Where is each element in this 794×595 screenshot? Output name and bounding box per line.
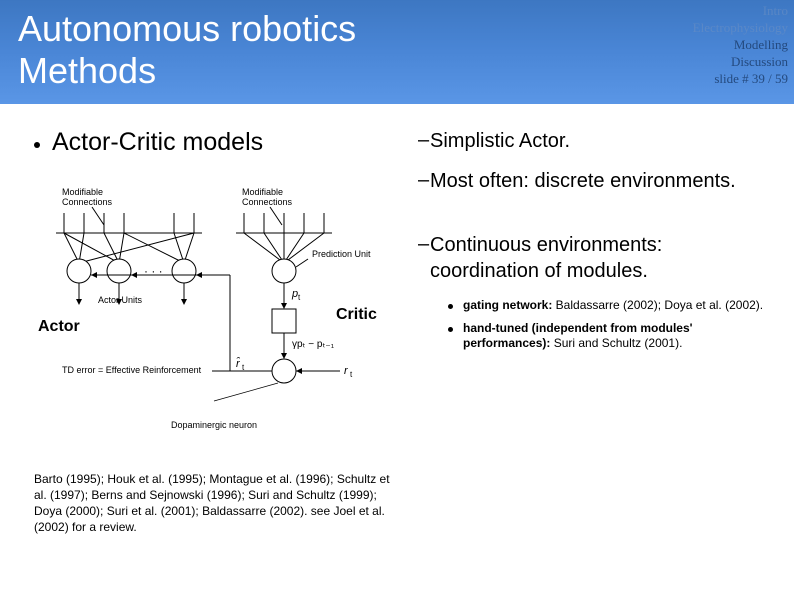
actor-critic-diagram: Modifiable Connections Modifiable Connec… (34, 183, 394, 413)
dash-icon: – (418, 168, 430, 194)
point-continuous: – Continuous environments: coordination … (418, 232, 774, 284)
slide-counter: slide # 39 / 59 (693, 70, 788, 87)
bullet-dot-icon (34, 142, 40, 148)
label-rhat: r̂ (236, 356, 241, 370)
actor-unit (67, 259, 91, 283)
label-rt: r (344, 365, 349, 377)
label-actor: Actor (38, 318, 80, 335)
diagram-caption: Dopaminergic neuron (34, 420, 394, 430)
nav-outline: Intro Electrophysiology Modelling Discus… (693, 2, 788, 87)
title-line1: Autonomous robotics (18, 8, 356, 49)
point-discrete: – Most often: discrete environments. (418, 168, 774, 194)
slide-title: Autonomous robotics Methods (18, 8, 776, 92)
sub-handtuned: hand-tuned (independent from modules' pe… (448, 321, 774, 351)
dash-icon: – (418, 128, 430, 154)
references: Barto (1995); Houk et al. (1995); Montag… (34, 471, 394, 535)
right-column: – Simplistic Actor. – Most often: discre… (414, 128, 774, 595)
label-actor-units: Actor Units (98, 295, 143, 305)
nav-item-intro: Intro (693, 2, 788, 19)
svg-text:Connections: Connections (62, 197, 113, 207)
svg-text:Connections: Connections (242, 197, 293, 207)
actor-unit (172, 259, 196, 283)
main-bullet-text: Actor-Critic models (52, 128, 263, 157)
svg-text:· · ·: · · · (144, 264, 163, 278)
label-td-error: TD error = Effective Reinforcement (62, 365, 202, 375)
prediction-unit-node (272, 259, 296, 283)
slide-header: Autonomous robotics Methods Intro Electr… (0, 0, 794, 104)
label-modconn-right: Modifiable (242, 187, 283, 197)
bullet-dot-icon (448, 304, 453, 309)
label-gamma-expr: γpₜ − pₜ₋₁ (292, 339, 335, 350)
main-bullet: Actor-Critic models (34, 128, 414, 157)
label-modconn-left: Modifiable (62, 187, 103, 197)
bullet-dot-icon (448, 327, 453, 332)
label-prediction-unit: Prediction Unit (312, 249, 371, 259)
label-critic: Critic (336, 306, 377, 323)
nav-item-modelling: Modelling (693, 36, 788, 53)
point-simplistic: – Simplistic Actor. (418, 128, 774, 154)
diagram-svg: Modifiable Connections Modifiable Connec… (34, 183, 394, 413)
left-column: Actor-Critic models Modifiable Connectio… (34, 128, 414, 595)
actor-unit (107, 259, 131, 283)
delay-box (272, 309, 296, 333)
slide: Autonomous robotics Methods Intro Electr… (0, 0, 794, 595)
sub-list: gating network: Baldassarre (2002); Doya… (448, 298, 774, 351)
td-node (272, 359, 296, 383)
nav-item-discussion: Discussion (693, 53, 788, 70)
svg-text:t: t (350, 370, 353, 379)
slide-body: Actor-Critic models Modifiable Connectio… (0, 104, 794, 595)
nav-item-electro: Electrophysiology (693, 19, 788, 36)
dash-icon: – (418, 232, 430, 284)
title-line2: Methods (18, 50, 156, 91)
svg-text:t: t (298, 293, 301, 302)
sub-gating: gating network: Baldassarre (2002); Doya… (448, 298, 774, 313)
